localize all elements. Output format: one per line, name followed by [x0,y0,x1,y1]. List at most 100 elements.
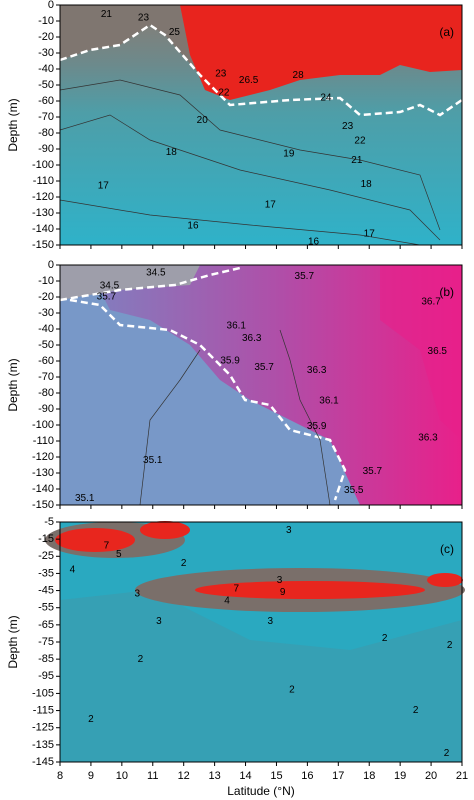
panel-label: (a) [439,25,454,39]
contour-label: 2 [413,705,419,716]
contour-label: 16 [187,220,199,231]
contour-label: 34.5 [100,280,120,291]
y-tick-label: -130 [32,207,54,219]
contour-label: 35.1 [75,493,95,504]
y-tick-label: -40 [38,323,54,335]
contour-label: 22 [354,136,366,147]
contour-label: 22 [218,88,230,99]
contour-label: 35.9 [220,356,240,367]
y-tick-label: -60 [38,355,54,367]
contour-label: 21 [101,9,113,20]
contour-label: 2 [138,654,144,665]
y-tick-label: -5 [44,516,54,528]
contour-label: 3 [286,525,292,536]
contour-label: 36.3 [307,365,327,376]
contour-label: 23 [215,68,227,79]
contour-label: 17 [98,180,110,191]
y-tick-label: -40 [38,63,54,75]
contour-label: 34.5 [146,268,166,279]
contour-label: 21 [351,155,363,166]
y-tick-label: -45 [38,584,54,596]
contour-label: 4 [70,565,76,576]
y-tick-label: -125 [32,722,54,734]
y-tick-label: -65 [38,619,54,631]
contour-label: 16 [308,236,320,247]
x-tick-label: 18 [363,770,375,782]
contour-label: 35.9 [307,421,327,432]
y-tick-label: -70 [38,371,54,383]
y-tick-label: -80 [38,387,54,399]
contour-label: 35.7 [97,292,117,303]
plot-frame [59,4,463,246]
contour-label: 35.7 [363,466,383,477]
contour-label: 2 [181,558,187,569]
y-tick-label: -140 [32,223,54,235]
contour-label: 36.1 [227,320,247,331]
x-tick-label: 8 [57,770,63,782]
y-tick-label: -55 [38,602,54,614]
panel-c-fill [45,521,465,762]
y-tick-label: -150 [32,239,54,251]
y-tick-label: -110 [33,175,54,187]
contour-label: 20 [197,115,209,126]
contour-label: 2 [88,714,94,725]
x-tick-label: 14 [239,770,251,782]
y-tick-label: 0 [48,0,54,11]
y-tick-label: -50 [38,339,54,351]
contour-label: 9 [280,587,286,598]
panel-b-fill [59,265,462,506]
contour-label: 36.5 [428,346,448,357]
contour-label: 5 [116,549,122,560]
contour-label: 26.5 [239,75,259,86]
contour-label: 2 [444,748,450,759]
panel-label: (b) [439,285,454,299]
y-tick-label: -10 [38,275,54,287]
y-tick-label: -90 [38,403,54,415]
y-tick-label: -120 [32,191,54,203]
panel-label: (c) [440,542,454,556]
y-tick-label: -30 [38,307,54,319]
contour-label: 2 [447,640,453,651]
y-tick-label: -20 [38,291,54,303]
y-axis-label: Depth (m) [6,615,20,668]
y-tick-label: -115 [33,704,54,716]
y-tick-label: -10 [38,15,54,27]
y-tick-label: -25 [38,550,54,562]
y-axis-label: Depth (m) [6,98,20,151]
x-tick-label: 16 [301,770,313,782]
panel-a-fill [59,5,463,246]
y-tick-label: -35 [38,567,54,579]
y-tick-label: 0 [48,259,54,271]
y-tick-label: -90 [38,143,54,155]
y-tick-label: -15 [38,533,54,545]
contour-label: 3 [277,575,283,586]
contour-label: 36.3 [418,432,438,443]
y-tick-label: -20 [38,31,54,43]
contour-label: 17 [364,228,376,239]
contour-label: 23 [342,121,354,132]
x-axis-label: Latitude (°N) [227,784,295,798]
y-tick-label: -130 [32,467,54,479]
x-tick-label: 11 [147,770,158,782]
contour-label: 18 [166,147,178,158]
x-tick-label: 9 [88,770,94,782]
contour-label: 35.7 [254,362,274,373]
x-tick-label: 19 [394,770,406,782]
contour-label: 19 [283,148,295,159]
contour-label: 36.1 [319,396,339,407]
y-tick-label: -80 [38,127,54,139]
contour-label: 2 [382,633,388,644]
y-tick-label: -110 [33,435,54,447]
contour-label: 3 [267,616,273,627]
contour-label: 3 [156,616,162,627]
contour-label: 2 [289,685,295,696]
x-tick-label: 10 [116,770,128,782]
x-tick-label: 20 [425,770,437,782]
y-tick-label: -70 [38,111,54,123]
y-tick-label: -50 [38,79,54,91]
contour-label: 7 [104,541,110,552]
contour-label: 35.7 [295,271,315,282]
x-tick-label: 17 [332,770,344,782]
x-tick-label: 12 [178,770,190,782]
contour-label: 7 [233,583,239,594]
